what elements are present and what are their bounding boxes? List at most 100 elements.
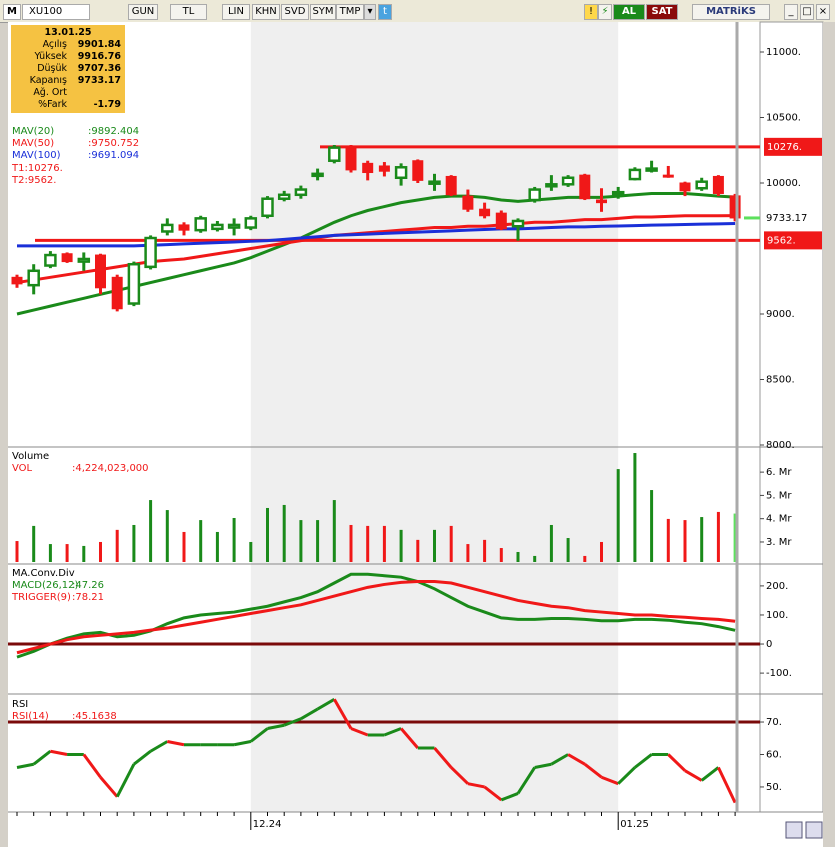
y-tick-label: 0 xyxy=(766,639,772,650)
toolbar-button[interactable]: TL xyxy=(170,4,207,20)
y-tick-label: 11000. xyxy=(766,47,801,58)
toolbar-button[interactable]: SVD xyxy=(281,4,309,20)
sell-button[interactable]: SAT xyxy=(646,4,678,20)
toolbar-button[interactable]: LIN xyxy=(222,4,250,20)
logo[interactable]: M xyxy=(3,4,21,20)
y-tick-label: 70. xyxy=(766,717,782,728)
toolbar-button[interactable]: TMP xyxy=(336,4,364,20)
volume-bar xyxy=(199,520,203,562)
series-line xyxy=(17,221,736,248)
buy-button[interactable]: AL xyxy=(613,4,645,20)
volume-bar xyxy=(282,504,286,562)
rsi-segment xyxy=(283,717,302,727)
rsi-segment xyxy=(684,769,703,782)
rsi-segment xyxy=(167,740,185,747)
candle-body xyxy=(362,162,374,174)
info-row: %Fark -1.79 xyxy=(11,99,125,110)
candle-body xyxy=(244,217,258,229)
panel-title: MA.Conv.Div xyxy=(12,568,75,579)
candle-body xyxy=(144,236,157,269)
candle-body xyxy=(261,197,274,217)
dropdown[interactable]: ▾ xyxy=(364,4,376,20)
rsi-segment xyxy=(267,723,285,730)
volume-bar xyxy=(449,525,453,562)
legend-name: MAV(50) xyxy=(12,138,54,149)
info-value: 9916.76 xyxy=(77,51,121,62)
candle-body xyxy=(479,208,491,217)
info-box: 13.01.25 Açılış 9901.84 Yüksek 9916.76 Düşük… xyxy=(11,25,125,113)
close[interactable]: × xyxy=(816,4,830,20)
maximize[interactable]: □ xyxy=(800,4,814,20)
volume-bar xyxy=(82,545,86,562)
candle-body xyxy=(227,223,241,229)
candle-body xyxy=(561,176,575,186)
x-tick-label: 01.25 xyxy=(620,819,649,830)
candle-body xyxy=(679,182,691,192)
volume-bar xyxy=(165,510,169,562)
volume-bar xyxy=(566,538,570,562)
rsi-segment xyxy=(383,727,402,737)
x-tick-label: 12.24 xyxy=(253,819,282,830)
candle-body xyxy=(596,199,607,204)
candle-body xyxy=(277,193,291,200)
rsi-segment xyxy=(583,763,603,779)
rsi-segment xyxy=(567,753,586,766)
rsi-segment xyxy=(16,762,34,769)
level-legend: T2:9562. xyxy=(11,175,56,186)
toolbar-button[interactable]: KHN xyxy=(252,4,280,20)
toolbar: M XU100 GUN TL LIN KHN SVD SYM TMP ▾ t !… xyxy=(0,0,835,23)
rsi-segment xyxy=(633,753,653,769)
candle-body xyxy=(511,219,525,228)
rsi-segment xyxy=(300,707,319,721)
rsi-segment xyxy=(700,766,720,782)
volume-bar xyxy=(733,513,737,562)
nav-button xyxy=(785,821,803,839)
info-label: Ağ. Ort xyxy=(33,87,67,98)
legend-value: :78.21 xyxy=(72,592,104,603)
symbol-field[interactable]: XU100 xyxy=(22,4,90,20)
volume-bar xyxy=(15,541,19,562)
rsi-segment xyxy=(399,727,419,749)
candle-body xyxy=(311,172,324,178)
candle-body xyxy=(611,190,625,196)
candle-body xyxy=(61,253,73,263)
series-line xyxy=(16,580,736,655)
volume-bar xyxy=(483,539,487,562)
volume-bar xyxy=(466,544,470,562)
info-label: %Fark xyxy=(38,99,67,110)
nav-button xyxy=(805,821,823,839)
toolbar-button[interactable]: GUN xyxy=(128,4,158,20)
candle-body xyxy=(412,160,424,181)
y-tick-label: 3. Mr xyxy=(766,537,792,548)
minimize[interactable]: _ xyxy=(784,4,798,20)
candle-body xyxy=(729,195,741,219)
candle-body xyxy=(294,188,308,197)
legend-name: TRIGGER(9) xyxy=(11,592,71,603)
volume-bar xyxy=(215,531,219,562)
volume-bar xyxy=(149,500,153,562)
candle-body xyxy=(77,257,91,263)
volume-bar xyxy=(232,517,236,562)
y-tick-label: 50. xyxy=(766,782,782,793)
candle-body xyxy=(695,180,708,190)
info-value: -1.79 xyxy=(93,99,121,110)
candle-body xyxy=(378,165,390,172)
candle-body xyxy=(211,223,224,231)
twitter-icon[interactable]: t xyxy=(378,4,392,20)
rsi-segment xyxy=(332,698,353,730)
volume-bar xyxy=(366,525,370,562)
candle-body xyxy=(328,146,341,162)
candle-body xyxy=(495,212,507,230)
info-label: Yüksek xyxy=(34,51,67,62)
volume-bar xyxy=(115,529,119,562)
volume-bar xyxy=(616,469,620,562)
info-label: Açılış xyxy=(42,39,67,50)
rsi-segment xyxy=(249,727,269,743)
toolbar-button[interactable]: SYM xyxy=(310,4,336,20)
icon[interactable]: ! xyxy=(584,4,598,20)
last-label: 9733.17 xyxy=(766,213,807,224)
rsi-segment xyxy=(433,747,453,769)
icon[interactable]: ⚡ xyxy=(598,4,612,20)
rsi-segment xyxy=(115,763,136,798)
candle-body xyxy=(462,195,474,210)
